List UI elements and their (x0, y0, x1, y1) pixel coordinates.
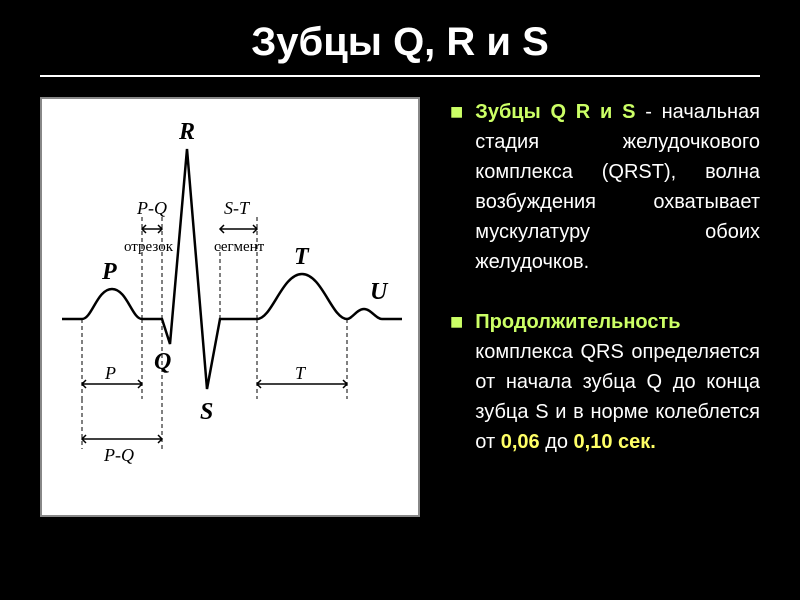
bullet-1-rest: - начальная стадия желудочкового комплек… (475, 101, 760, 273)
label-p-int: P (104, 363, 116, 383)
label-R: R (178, 119, 195, 145)
content-row: P Q R S T U P-Q отрезок (40, 97, 760, 580)
label-st-seg: S-T (224, 198, 251, 218)
label-otrezok: отрезок (124, 239, 174, 255)
bullet-2: ■ Продолжительность комплекса QRS опреде… (450, 307, 760, 457)
bullet-2-mid: до (540, 431, 574, 453)
bullet-2-text: Продолжительность комплекса QRS определя… (475, 307, 760, 457)
label-pq-int: P-Q (103, 445, 134, 465)
bullet-1-text: Зубцы Q R и S - начальная стадия желудоч… (475, 97, 760, 277)
bullet-1: ■ Зубцы Q R и S - начальная стадия желуд… (450, 97, 760, 277)
label-S: S (200, 399, 213, 425)
label-Q: Q (154, 349, 171, 375)
bullet-2-tail2: 0,10 сек. (574, 431, 656, 453)
bullet-1-lead: Зубцы Q R и S (475, 101, 635, 123)
bullet-icon: ■ (450, 309, 463, 335)
label-pq-seg: P-Q (136, 198, 167, 218)
label-t-int: T (295, 363, 307, 383)
bullet-2-lead: Продолжительность (475, 311, 680, 333)
slide-container: Зубцы Q, R и S P Q R S T U (0, 0, 800, 600)
label-U: U (370, 279, 389, 305)
ecg-diagram: P Q R S T U P-Q отрезок (40, 97, 420, 517)
bullet-icon: ■ (450, 99, 463, 125)
slide-title: Зубцы Q, R и S (40, 20, 760, 65)
bullet-2-tail1: 0,06 (501, 431, 540, 453)
label-P: P (101, 259, 117, 285)
label-T: T (294, 244, 310, 270)
text-panel: ■ Зубцы Q R и S - начальная стадия желуд… (440, 97, 760, 580)
ecg-svg: P Q R S T U P-Q отрезок (42, 99, 422, 519)
title-underline (40, 75, 760, 77)
